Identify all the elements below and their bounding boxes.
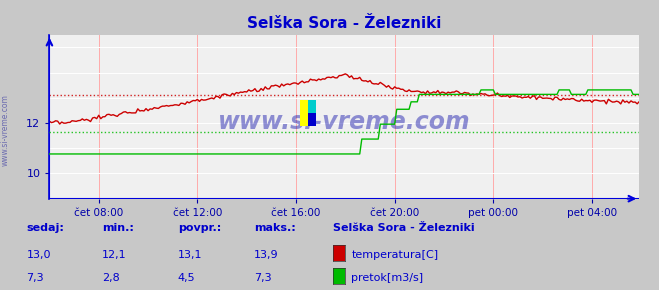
Text: povpr.:: povpr.: — [178, 224, 221, 233]
Text: temperatura[C]: temperatura[C] — [351, 250, 438, 260]
Bar — [308, 113, 316, 126]
Text: maks.:: maks.: — [254, 224, 295, 233]
Text: 12,1: 12,1 — [102, 250, 127, 260]
Text: 13,9: 13,9 — [254, 250, 278, 260]
Bar — [300, 100, 308, 126]
Text: min.:: min.: — [102, 224, 134, 233]
Text: sedaj:: sedaj: — [26, 224, 64, 233]
Text: 13,0: 13,0 — [26, 250, 51, 260]
Text: 4,5: 4,5 — [178, 273, 196, 283]
Text: www.si-vreme.com: www.si-vreme.com — [1, 95, 10, 166]
Text: 13,1: 13,1 — [178, 250, 202, 260]
Text: 7,3: 7,3 — [254, 273, 272, 283]
Text: pretok[m3/s]: pretok[m3/s] — [351, 273, 423, 283]
Bar — [308, 100, 316, 113]
Text: Selška Sora - Železniki: Selška Sora - Železniki — [333, 224, 474, 233]
Text: www.si-vreme.com: www.si-vreme.com — [218, 110, 471, 134]
Text: 7,3: 7,3 — [26, 273, 44, 283]
Text: 2,8: 2,8 — [102, 273, 120, 283]
Title: Selška Sora - Železniki: Selška Sora - Železniki — [247, 16, 442, 31]
